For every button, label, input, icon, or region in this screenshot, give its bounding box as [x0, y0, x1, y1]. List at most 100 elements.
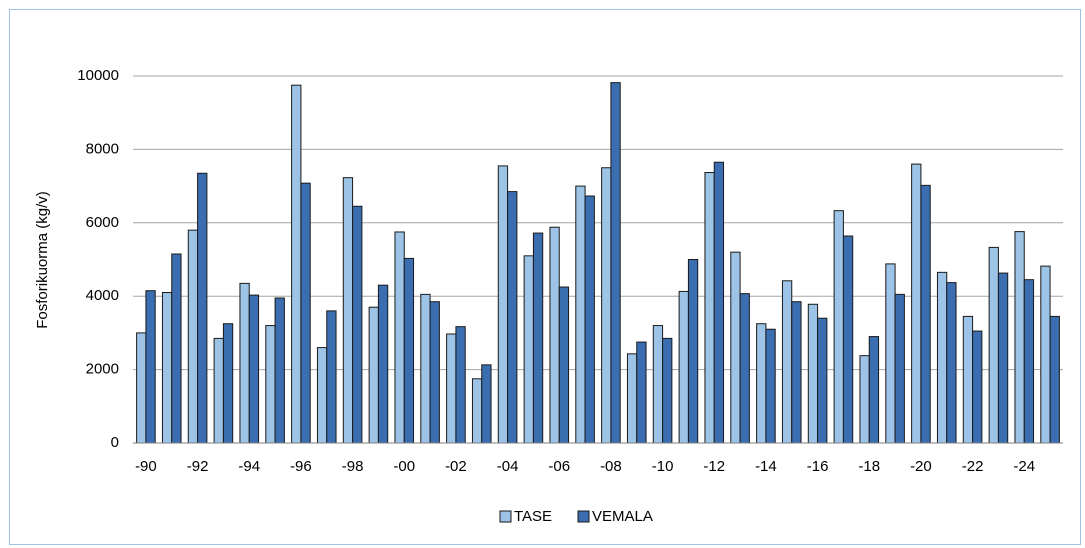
- bar: [730, 251, 741, 444]
- bar: [507, 191, 518, 444]
- bar: [558, 286, 570, 444]
- x-tick-label: -24: [1013, 458, 1035, 475]
- bar: [1014, 231, 1025, 444]
- x-tick-label: -00: [393, 458, 415, 475]
- bar: [481, 364, 492, 444]
- bar: [161, 292, 173, 444]
- x-tick-label: -90: [135, 458, 157, 475]
- bar: [946, 282, 957, 444]
- bar: [239, 282, 250, 444]
- bar: [911, 163, 922, 444]
- bar: [739, 293, 750, 444]
- bar: [316, 347, 328, 444]
- bar: [894, 293, 905, 444]
- bar: [781, 280, 793, 444]
- bar: [274, 297, 285, 444]
- bar: [584, 195, 595, 444]
- bar: [300, 182, 311, 444]
- x-tick-label: -06: [548, 458, 570, 475]
- bar: [575, 185, 586, 444]
- bar: [972, 330, 983, 444]
- bar: [765, 328, 776, 444]
- bar: [291, 84, 302, 444]
- bar: [962, 315, 974, 444]
- x-tick-label: -02: [445, 458, 467, 475]
- legend-swatch: [499, 510, 512, 523]
- y-tick-label: 6000: [86, 214, 119, 231]
- x-tick-label: -98: [342, 458, 364, 475]
- bar: [420, 293, 431, 444]
- bar: [377, 284, 389, 444]
- bar: [610, 82, 621, 444]
- bar: [626, 353, 638, 444]
- bar: [523, 255, 534, 444]
- bar: [145, 290, 156, 444]
- bar: [652, 325, 664, 444]
- bar: [136, 332, 147, 444]
- bar: [704, 172, 715, 444]
- bar: [171, 253, 182, 444]
- bar: [842, 235, 854, 444]
- bar: [1049, 315, 1060, 444]
- bar: [403, 257, 415, 444]
- bar: [455, 326, 466, 444]
- bar: [429, 301, 440, 444]
- y-tick-label: 8000: [86, 140, 119, 157]
- bar: [497, 165, 509, 444]
- bar: [687, 259, 699, 444]
- bar: [988, 246, 999, 444]
- x-tick-label: -22: [962, 458, 984, 475]
- bar: [326, 310, 337, 444]
- bar: [678, 290, 689, 444]
- y-tick-label: 4000: [86, 287, 119, 304]
- x-tick-label: -12: [703, 458, 725, 475]
- legend-label: VEMALA: [592, 508, 653, 525]
- bar: [1023, 279, 1035, 444]
- x-tick-label: -94: [238, 458, 260, 475]
- bar: [342, 177, 354, 444]
- bar: [868, 336, 880, 444]
- y-tick-label: 0: [111, 434, 119, 451]
- bar: [213, 337, 224, 444]
- x-tick-label: -08: [600, 458, 622, 475]
- bar: [187, 229, 199, 444]
- bar: [833, 210, 844, 444]
- x-tick-label: -92: [187, 458, 209, 475]
- bar: [1040, 265, 1051, 444]
- x-tick-label: -96: [290, 458, 312, 475]
- x-tick-label: -04: [497, 458, 519, 475]
- legend-swatch: [577, 510, 590, 523]
- bar: [601, 167, 612, 444]
- bar: [394, 231, 405, 444]
- x-tick-label: -10: [652, 458, 674, 475]
- x-tick-label: -14: [755, 458, 777, 475]
- bar: [446, 333, 457, 444]
- bar: [713, 161, 725, 444]
- bar: [756, 323, 767, 444]
- bar: [248, 294, 260, 444]
- x-tick-label: -20: [910, 458, 932, 475]
- bar: [936, 271, 948, 444]
- bar: [920, 184, 931, 444]
- bar: [885, 263, 896, 444]
- bar: [368, 306, 379, 444]
- bar: [549, 226, 560, 444]
- y-tick-label: 2000: [86, 361, 119, 378]
- bar: [859, 355, 870, 444]
- bar: [532, 232, 544, 444]
- bar: [997, 272, 1009, 444]
- bar: [636, 341, 647, 444]
- bar: [662, 337, 673, 444]
- bar: [265, 325, 276, 444]
- y-tick-label: 10000: [77, 67, 119, 84]
- x-tick-label: -16: [807, 458, 829, 475]
- bar: [791, 301, 802, 444]
- bar: [807, 303, 819, 444]
- bar: [222, 323, 234, 444]
- y-axis-title: Fosforikuorma (kg/v): [34, 191, 51, 329]
- legend-label: TASE: [514, 508, 552, 525]
- bar: [471, 378, 483, 444]
- bar: [352, 205, 363, 444]
